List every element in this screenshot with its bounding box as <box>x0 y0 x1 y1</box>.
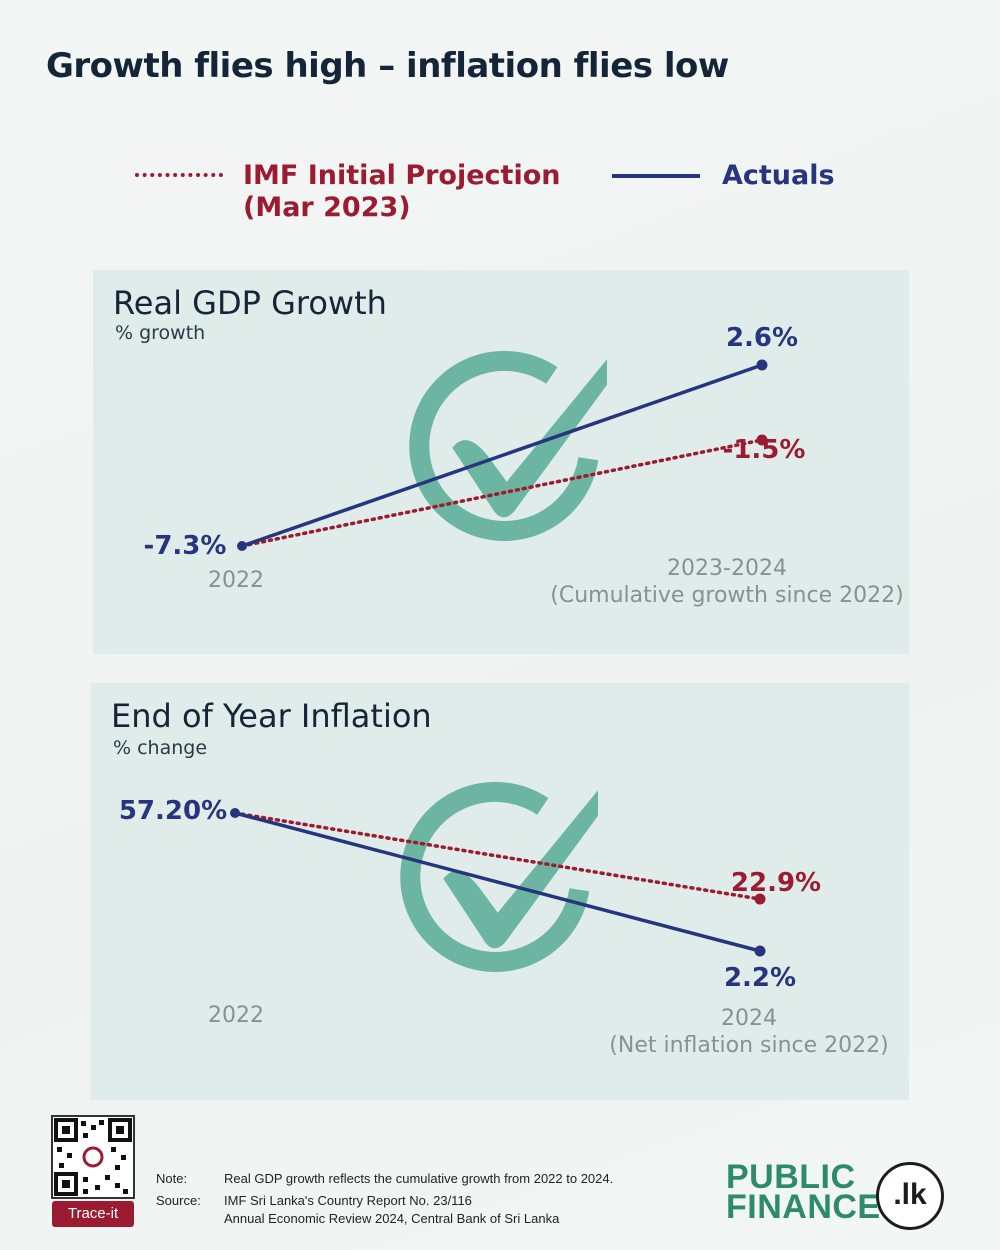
projection-series-line <box>233 811 762 901</box>
trace-it-button[interactable]: Trace-it <box>52 1201 134 1227</box>
note-text: Real GDP growth reflects the cumulative … <box>224 1171 614 1186</box>
actuals-series-line <box>234 811 761 953</box>
actuals-point <box>237 541 247 551</box>
source-line-2: Annual Economic Review 2024, Central Ban… <box>224 1211 560 1226</box>
x-tick-sublabel: (Net inflation since 2022) <box>609 1033 888 1058</box>
check-circle-icon <box>400 781 598 972</box>
x-tick-label: 2022 <box>208 568 264 593</box>
actuals-value-label: 2.6% <box>726 323 798 353</box>
footer: Trace-it Note: Real GDP growth reflects … <box>0 1100 1000 1250</box>
gdp-growth-chart: -7.3% 2.6% -1.5% 2022 2023-2024(Cumulative g… <box>144 323 904 608</box>
legend-actuals-swatch <box>612 174 700 178</box>
inflation-panel-title: End of Year Inflation <box>111 697 432 735</box>
actuals-point <box>754 945 766 957</box>
source-line-1: IMF Sri Lanka's Country Report No. 23/11… <box>224 1193 472 1208</box>
gdp-panel-subtitle: % growth <box>115 322 206 344</box>
actuals-value-label: -7.3% <box>144 531 227 561</box>
projection-value-label: 22.9% <box>731 868 821 898</box>
legend-projection-swatch <box>135 173 223 177</box>
chart-legend: IMF Initial Projection (Mar 2023) Actual… <box>0 0 1000 240</box>
legend-projection-label: IMF Initial Projection (Mar 2023) <box>243 160 561 223</box>
actuals-value-label: 57.20% <box>119 796 227 826</box>
actuals-series-line <box>241 363 763 548</box>
logo-text-finance: FINANCE <box>726 1188 881 1226</box>
projection-point <box>756 434 768 446</box>
actuals-point <box>230 808 240 818</box>
x-tick-label: 2024 <box>721 1006 777 1031</box>
projection-series-line <box>240 438 764 548</box>
projection-point <box>754 893 766 905</box>
inflation-panel-subtitle: % change <box>113 737 208 759</box>
actuals-point <box>756 359 768 371</box>
public-finance-logo: PUBLIC FINANCE <box>726 1158 881 1226</box>
legend-actuals-label: Actuals <box>722 160 835 191</box>
note-key: Note: <box>156 1171 188 1186</box>
inflation-chart: 57.20% 2.2% 22.9% 2022 2024(Net inflation si… <box>119 781 889 1058</box>
gdp-panel-title: Real GDP Growth <box>113 284 387 322</box>
source-key: Source: <box>156 1193 201 1208</box>
x-tick-label: 2023-2024 <box>667 556 787 581</box>
actuals-value-label: 2.2% <box>724 963 796 993</box>
logo-lk-badge: .lk <box>876 1162 944 1230</box>
x-tick-sublabel: (Cumulative growth since 2022) <box>550 583 903 608</box>
x-tick-label: 2022 <box>208 1003 264 1028</box>
gdp-growth-panel: Real GDP Growth % growth -7.3% 2.6% -1.5% 2… <box>93 270 909 654</box>
page-title: Growth flies high – inflation flies low <box>46 46 729 86</box>
inflation-panel: End of Year Inflation % change 57.20% 2.2… <box>91 683 909 1100</box>
logo-text-public: PUBLIC <box>726 1158 856 1196</box>
projection-value-label: -1.5% <box>723 435 806 465</box>
qr-code-icon[interactable] <box>51 1115 135 1199</box>
